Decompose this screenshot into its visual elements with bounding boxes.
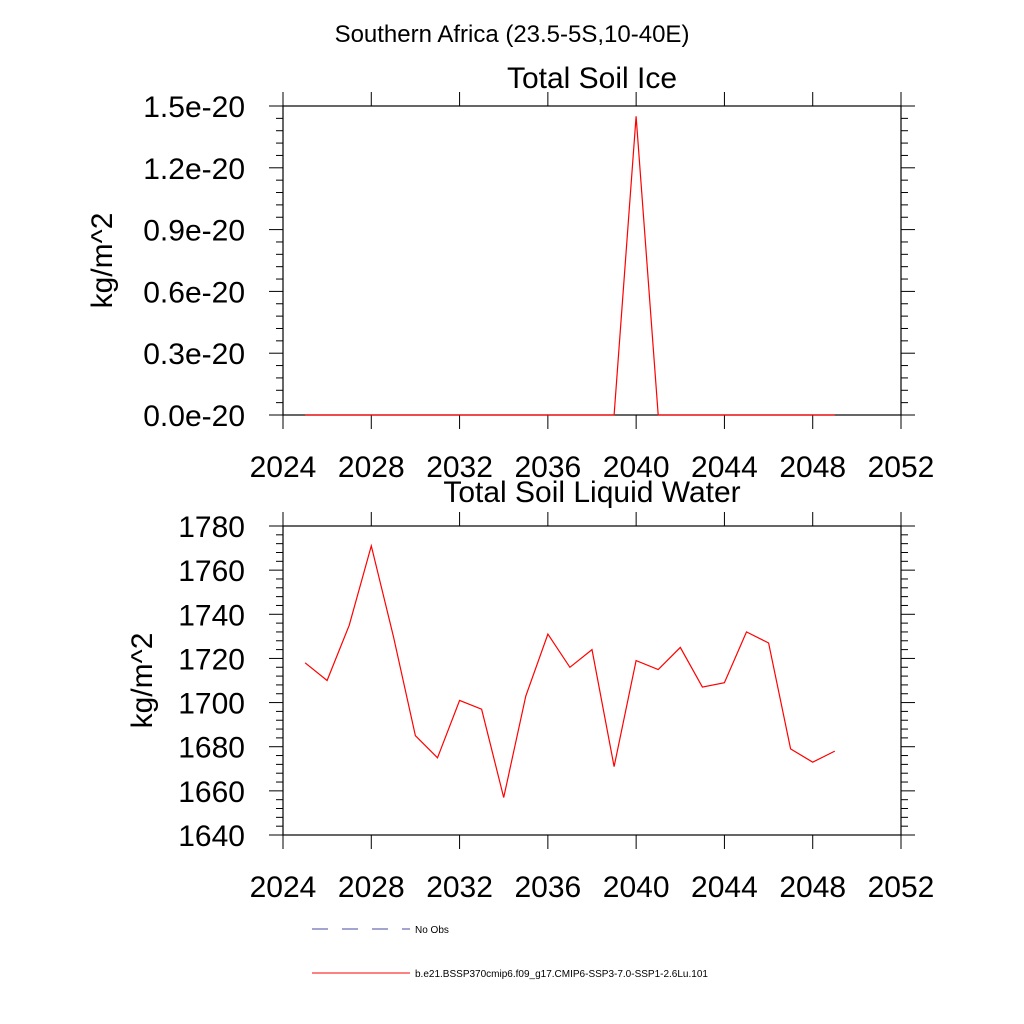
x-tick-label: 2040: [603, 451, 670, 484]
chart-title: Total Soil Liquid Water: [443, 476, 740, 509]
y-tick-label: 1660: [178, 776, 245, 809]
x-tick-label: 2040: [603, 871, 670, 904]
legend-label-2: b.e21.BSSP370cmip6.f09_g17.CMIP6-SSP3-7.…: [415, 969, 708, 980]
x-tick-label: 2036: [514, 451, 581, 484]
y-tick-label: 1640: [178, 820, 245, 853]
x-tick-label: 2052: [868, 871, 935, 904]
x-tick-label: 2044: [691, 871, 758, 904]
x-tick-label: 2024: [250, 871, 317, 904]
chart-panels: Total Soil Ice kg/m^2 2024 2028 2032 2036 2040…: [86, 62, 934, 904]
x-tick-label: 2028: [338, 871, 405, 904]
chart-panel-1: Total Soil Ice kg/m^2 2024 2028 2032 2036 2040…: [86, 62, 934, 484]
y-tick-label: 1680: [178, 732, 245, 765]
plot-frame: [282, 105, 902, 416]
x-tick-label: 2052: [868, 451, 935, 484]
y-tick-label: 0.0e-20: [143, 400, 245, 433]
y-tick-label: 1780: [178, 511, 245, 544]
x-tick-label: 2032: [426, 871, 493, 904]
chart-panel-2: Total Soil Liquid Water kg/m^2 2024 2028 203…: [126, 476, 934, 904]
legend: No Obs b.e21.BSSP370cmip6.f09_g17.CMIP6-S…: [312, 925, 708, 980]
series-line-1: [305, 116, 835, 416]
y-tick-label: 1.5e-20: [143, 91, 245, 124]
y-tick-label: 0.9e-20: [143, 215, 245, 248]
y-axis-label: kg/m^2: [86, 213, 119, 309]
y-axis-label: kg/m^2: [126, 633, 159, 729]
y-tick-label: 1700: [178, 688, 245, 721]
plot-frame: [282, 525, 902, 836]
x-tick-label: 2048: [779, 451, 846, 484]
x-tick-label: 2024: [250, 451, 317, 484]
y-tick-label: 1740: [178, 599, 245, 632]
y-tick-label: 0.3e-20: [143, 338, 245, 371]
y-tick-label: 1.2e-20: [143, 153, 245, 186]
y-tick-label: 1760: [178, 555, 245, 588]
series-line-1: [304, 543, 836, 798]
figure-title: Southern Africa (23.5-5S,10-40E): [335, 21, 690, 48]
x-tick-label: 2028: [338, 451, 405, 484]
legend-label-1: No Obs: [415, 925, 449, 936]
y-tick-label: 0.6e-20: [143, 276, 245, 309]
x-tick-label: 2044: [691, 451, 758, 484]
y-tick-label: 1720: [178, 643, 245, 676]
chart-title: Total Soil Ice: [507, 62, 677, 95]
x-tick-label: 2036: [514, 871, 581, 904]
x-tick-label: 2048: [779, 871, 846, 904]
x-tick-label: 2032: [426, 451, 493, 484]
